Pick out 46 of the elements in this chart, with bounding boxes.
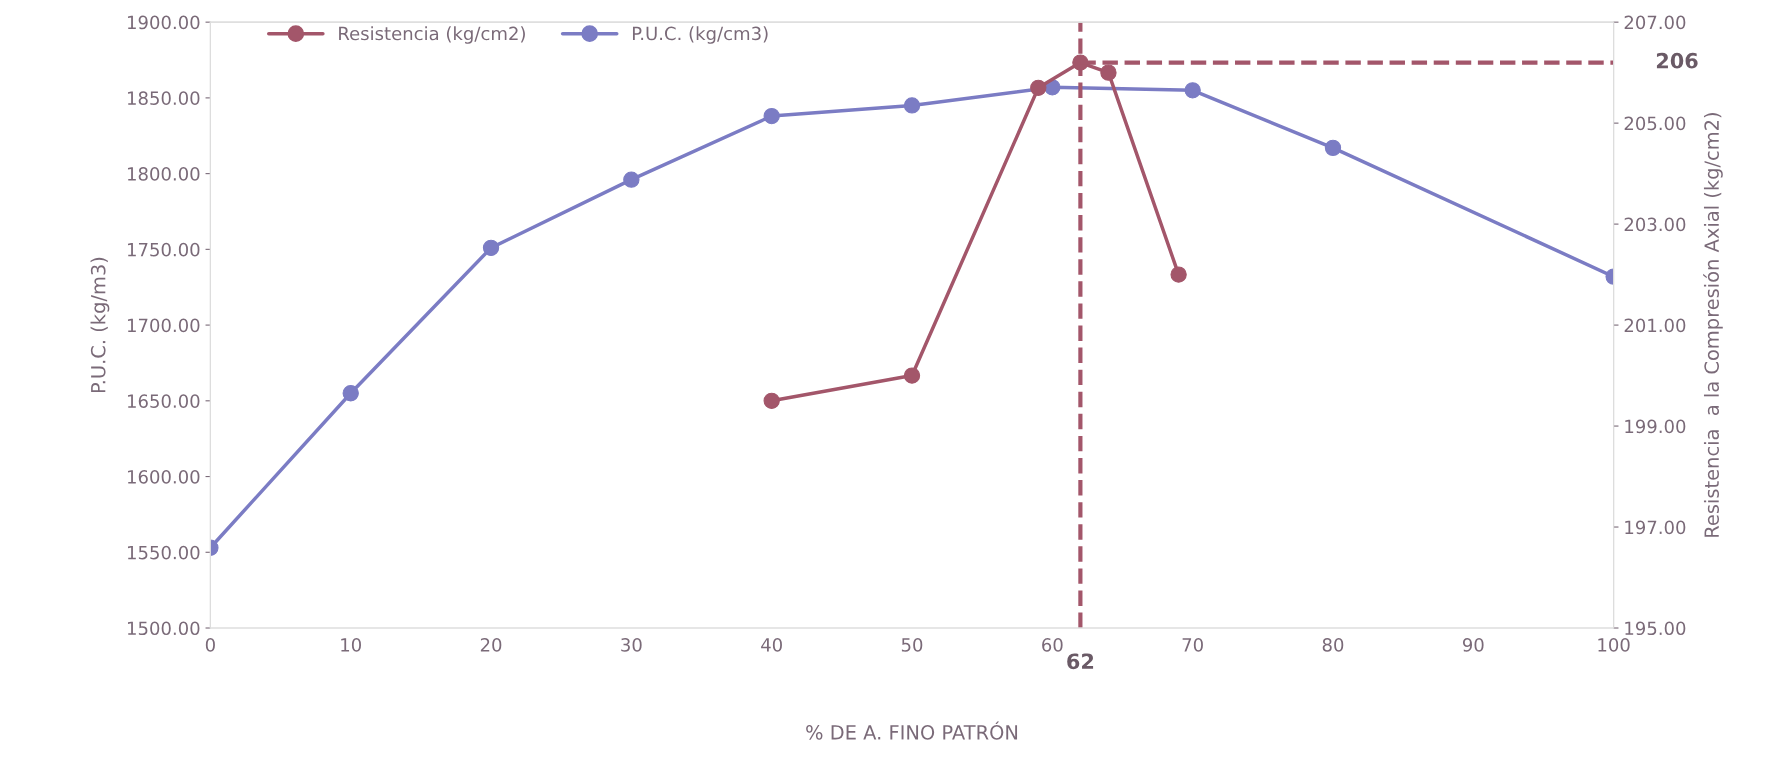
y-tick-label: 1500.00: [127, 621, 200, 636]
point: [342, 385, 359, 402]
point: [1324, 139, 1342, 157]
point: [1030, 79, 1047, 96]
point: [482, 239, 500, 256]
x-tick-label: 80: [1322, 638, 1344, 652]
x-tick-label: 60: [1042, 638, 1063, 652]
point: [1100, 64, 1117, 81]
y2-axis-title: Resistencia a la Compresión Axial (kg/cm2): [1703, 113, 1723, 537]
y-tick-label: 1900.00: [127, 15, 200, 30]
y-tick-label: 1550.00: [127, 545, 200, 560]
x-tick-label: 70: [1182, 638, 1203, 652]
point: [903, 97, 921, 114]
point: [763, 392, 780, 409]
y-tick-label: 1700.00: [127, 318, 200, 333]
x-axis-title: % DE A. FINO PATRÓN: [806, 721, 1018, 740]
y2-tick-label: 195.00: [1625, 621, 1686, 636]
y2-tick-label: 203.00: [1624, 217, 1686, 232]
y2-tick-label: 201.00: [1624, 318, 1686, 333]
point: [763, 107, 780, 125]
y2-tick-label: 205.00: [1624, 116, 1686, 131]
x-tick-label: 90: [1462, 638, 1484, 652]
x-tick-label: 40: [761, 638, 782, 652]
x-tick-label: 0: [205, 638, 215, 652]
y-axis-title: P.U.C. (kg/m3): [90, 257, 110, 393]
y-tick-label: 1600.00: [127, 470, 200, 484]
point: [1170, 266, 1187, 283]
x-tick-label: 10: [341, 638, 361, 652]
x-tick-label: 50: [901, 638, 923, 652]
y2-tick-label: 207.00: [1624, 15, 1686, 30]
y-tick-label: 1800.00: [127, 167, 200, 181]
y-tick-label: 1750.00: [127, 242, 200, 257]
point: [1184, 82, 1201, 99]
legend-label: Resistencia (kg/cm2): [339, 26, 525, 44]
ref-line-label: 62: [1067, 653, 1094, 670]
point: [903, 367, 921, 384]
y2-tick-label: 199.00: [1625, 419, 1686, 434]
point: [623, 171, 640, 188]
x-tick-label: 20: [480, 638, 502, 652]
x-tick-label: 100: [1598, 638, 1630, 652]
ref-line-label: 206: [1656, 52, 1698, 69]
legend-label: P.U.C. (kg/cm3): [632, 26, 768, 44]
y2-tick-label: 197.00: [1625, 520, 1686, 535]
x-tick-label: 30: [621, 638, 642, 652]
y-tick-label: 1850.00: [127, 91, 200, 105]
y-tick-label: 1650.00: [127, 394, 200, 408]
